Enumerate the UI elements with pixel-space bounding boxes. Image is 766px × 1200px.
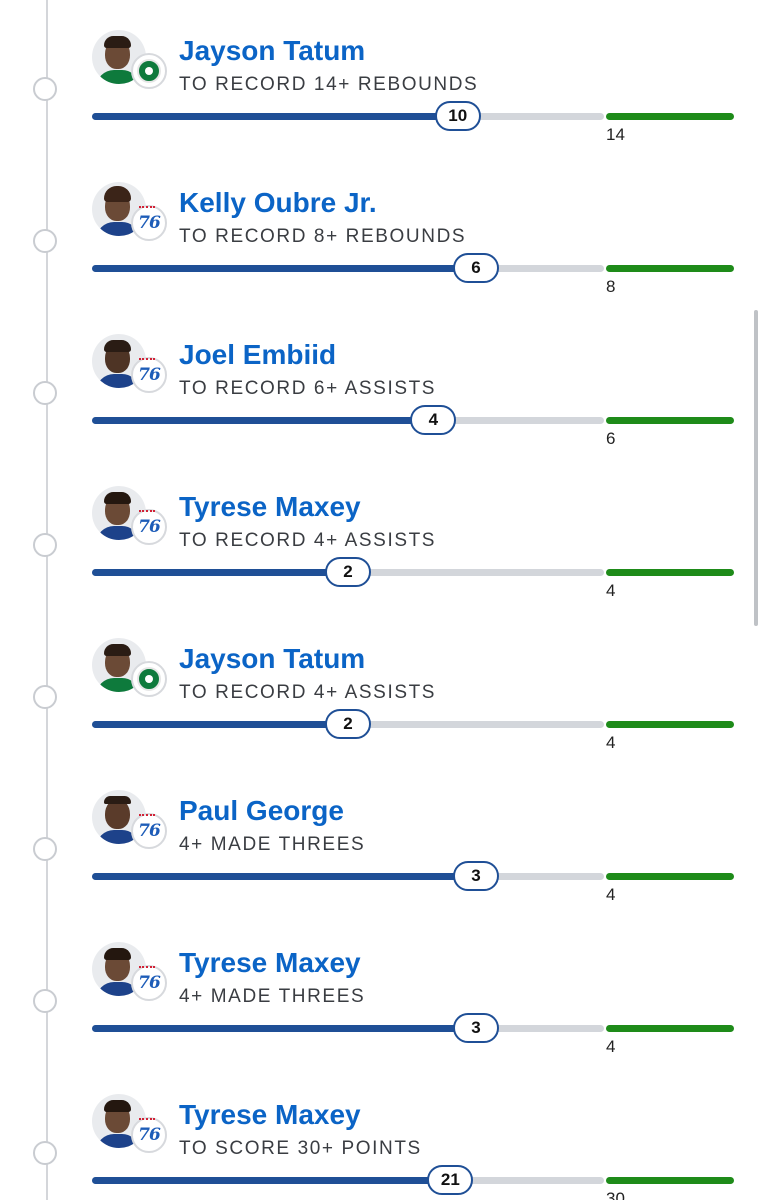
timeline-node [33,381,57,405]
timeline-node [33,685,57,709]
timeline-node [33,989,57,1013]
progress-fill [92,265,476,272]
leg-item: 76 Tyrese Maxey 4+ MADE THREES 3 4 [0,928,766,1080]
progress-fill [92,569,348,576]
leg-item: 76 Paul George 4+ MADE THREES 3 4 [0,776,766,928]
timeline-node [33,229,57,253]
target-bar [606,417,734,424]
target-value: 30 [606,1189,625,1200]
current-value-pill: 2 [325,557,371,587]
leg-description: 4+ MADE THREES [179,834,366,855]
player-name[interactable]: Tyrese Maxey [179,947,361,978]
leg-description: TO RECORD 14+ REBOUNDS [179,74,479,95]
current-value-pill: 10 [434,101,481,131]
timeline-node [33,533,57,557]
player-name[interactable]: Tyrese Maxey [179,1099,361,1130]
progress-fill [92,721,348,728]
76ers-logo-icon: 76 [131,965,167,1001]
leg-item: Jayson Tatum TO RECORD 4+ ASSISTS 2 4 [0,624,766,776]
target-value: 4 [606,885,616,904]
leg-item: 76 Kelly Oubre Jr. TO RECORD 8+ REBOUNDS… [0,168,766,320]
target-bar [606,569,734,576]
player-name[interactable]: Tyrese Maxey [179,491,361,522]
leg-item: Jayson Tatum TO RECORD 14+ REBOUNDS 10 1… [0,16,766,168]
timeline-line [46,0,48,1200]
target-value: 14 [606,125,625,144]
76ers-logo-icon: 76 [131,1117,167,1153]
76ers-logo-icon: 76 [131,357,167,393]
player-name[interactable]: Kelly Oubre Jr. [179,187,377,218]
current-value-pill: 4 [410,405,457,435]
leg-description: TO RECORD 4+ ASSISTS [179,530,437,551]
player-name[interactable]: Jayson Tatum [179,35,366,66]
76ers-logo-icon: 76 [131,205,167,241]
target-value: 4 [606,733,616,752]
target-value: 4 [606,1037,616,1056]
leg-description: TO RECORD 4+ ASSISTS [179,682,437,703]
target-value: 4 [606,581,616,600]
76ers-logo-icon: 76 [131,813,167,849]
progress-fill [92,417,434,424]
timeline-node [33,77,57,101]
target-bar [606,1177,734,1184]
target-bar [606,265,734,272]
player-name[interactable]: Jayson Tatum [179,643,366,674]
target-value: 6 [606,429,616,448]
target-bar [606,1025,734,1032]
player-name[interactable]: Paul George [179,795,344,826]
progress-track [92,417,604,424]
progress-fill [92,113,458,120]
current-value-pill: 3 [453,861,499,891]
current-value-pill: 3 [453,1013,499,1043]
current-value-pill: 2 [325,709,371,739]
target-bar [606,113,734,120]
progress-track [92,1025,604,1032]
target-value: 8 [606,277,616,296]
target-bar [606,721,734,728]
leg-description: TO RECORD 8+ REBOUNDS [179,226,467,247]
current-value-pill: 6 [453,253,499,283]
leg-item: 76 Tyrese Maxey TO SCORE 30+ POINTS 21 3… [0,1080,766,1200]
target-bar [606,873,734,880]
leg-description: TO RECORD 6+ ASSISTS [179,378,437,399]
76ers-logo-icon: 76 [131,509,167,545]
celtics-logo-icon [131,53,167,89]
leg-description: 4+ MADE THREES [179,986,366,1007]
leg-description: TO SCORE 30+ POINTS [179,1138,422,1159]
progress-track [92,873,604,880]
progress-track [92,1177,604,1184]
scrollbar[interactable] [754,310,758,626]
leg-item: 76 Joel Embiid TO RECORD 6+ ASSISTS 4 6 [0,320,766,472]
leg-item: 76 Tyrese Maxey TO RECORD 4+ ASSISTS 2 4 [0,472,766,624]
timeline-node [33,837,57,861]
progress-fill [92,1177,451,1184]
progress-fill [92,1025,476,1032]
progress-track [92,113,604,120]
current-value-pill: 21 [427,1165,474,1195]
progress-track [92,265,604,272]
celtics-logo-icon [131,661,167,697]
player-name[interactable]: Joel Embiid [179,339,337,370]
progress-fill [92,873,476,880]
timeline-node [33,1141,57,1165]
